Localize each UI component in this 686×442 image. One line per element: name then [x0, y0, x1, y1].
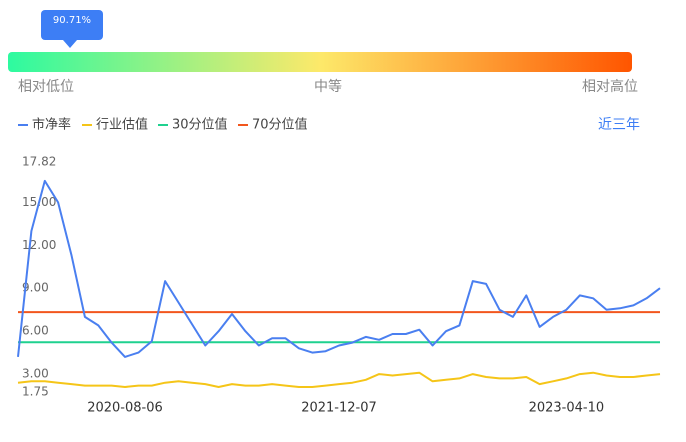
y-tick-label: 6.00 [22, 324, 49, 338]
low-label: 相对低位 [18, 79, 74, 95]
y-tick-label: 12.00 [22, 238, 56, 252]
legend-label: 30分位值 [172, 117, 228, 133]
high-label: 相对高位 [582, 78, 638, 95]
percentile-tooltip [41, 10, 103, 40]
series-line [17, 371, 661, 388]
tooltip-pointer [63, 40, 77, 48]
y-tick-label: 17.82 [22, 155, 56, 169]
legend-label: 行业估值 [96, 117, 148, 133]
x-tick-label: 2023-04-10 [529, 401, 605, 416]
y-tick-label: 3.00 [22, 367, 49, 381]
percentile-label: 90.71% [53, 15, 91, 26]
x-tick-label: 2020-08-06 [87, 401, 163, 416]
range-link[interactable]: 近三年 [598, 117, 640, 133]
series-line [17, 179, 661, 358]
legend-label: 70分位值 [252, 117, 308, 133]
mid-label: 中等 [314, 78, 342, 95]
x-tick-label: 2021-12-07 [301, 401, 377, 416]
legend-label: 市净率 [32, 117, 71, 133]
y-tick-label: 1.75 [22, 385, 49, 399]
y-tick-label: 9.00 [22, 281, 49, 295]
percentile-gauge [8, 52, 632, 72]
